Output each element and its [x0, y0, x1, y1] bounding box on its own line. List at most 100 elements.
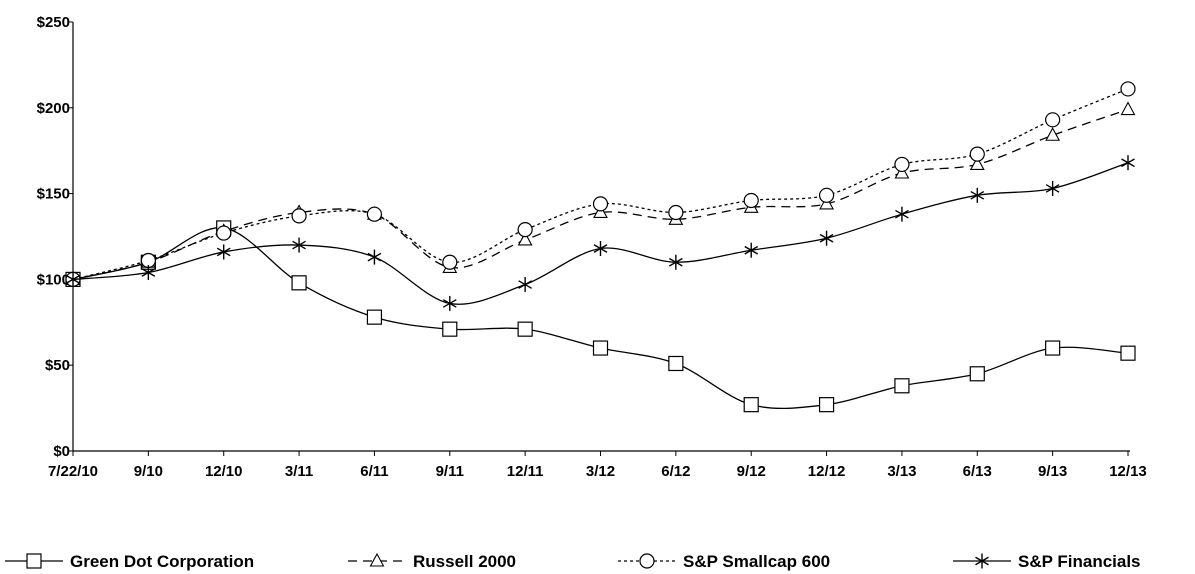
data-point-russell-2000 — [1045, 127, 1061, 141]
data-point-green-dot-corporation — [592, 340, 609, 356]
data-point-sandp-smallcap-600 — [442, 254, 458, 270]
data-point-sandp-financials — [518, 277, 532, 293]
x-tick-label: 9/13 — [1038, 463, 1067, 480]
y-tick-label: $250 — [37, 14, 70, 31]
data-point-green-dot-corporation — [1120, 345, 1136, 361]
data-point-green-dot-corporation — [291, 275, 307, 291]
data-point-sandp-financials — [970, 187, 985, 203]
data-point-sandp-financials — [141, 265, 156, 281]
legend-marker-sandp-financials — [975, 553, 989, 569]
data-point-russell-2000 — [517, 231, 533, 246]
data-point-sandp-financials — [1121, 155, 1135, 171]
y-tick-label: $0 — [53, 443, 70, 460]
data-point-sandp-smallcap-600 — [291, 208, 307, 224]
data-point-sandp-financials — [367, 249, 382, 265]
x-tick-label: 12/11 — [507, 463, 544, 480]
legend-label-sandp-smallcap-600: S&P Smallcap 600 — [683, 552, 830, 571]
asterisk-stroke — [518, 280, 532, 289]
data-point-sandp-financials — [292, 237, 306, 253]
asterisk-stroke — [1045, 184, 1060, 193]
data-point-green-dot-corporation — [517, 321, 533, 337]
data-point-sandp-financials — [895, 206, 909, 222]
series-group — [65, 81, 1136, 413]
data-point-green-dot-corporation — [668, 355, 684, 372]
x-tick-label: 6/11 — [360, 463, 388, 480]
x-tick-labels: 7/22/10 9/10 12/10 3/11 6/11 9/11 12/11 3/12 6/1… — [48, 463, 1147, 480]
x-tick-label: 6/12 — [661, 463, 690, 480]
data-point-sandp-smallcap-600 — [517, 222, 533, 238]
data-point-sandp-financials — [819, 230, 834, 246]
data-point-russell-2000 — [1120, 101, 1136, 116]
series-line-russell-2000 — [72, 108, 1129, 281]
legend-label-russell-2000: Russell 2000 — [413, 552, 516, 571]
y-tick-label: $150 — [37, 186, 70, 203]
data-point-sandp-financials — [216, 244, 231, 260]
asterisk-stroke — [141, 268, 156, 277]
x-tick-label: 12/12 — [808, 463, 846, 480]
asterisk-stroke — [1121, 158, 1135, 168]
asterisk-stroke — [669, 257, 683, 267]
data-point-sandp-financials — [66, 271, 80, 287]
x-tick-label: 12/10 — [205, 463, 243, 480]
data-point-sandp-financials — [593, 241, 608, 257]
x-tick-label: 3/11 — [285, 463, 313, 480]
data-point-sandp-smallcap-600 — [216, 225, 232, 241]
data-point-green-dot-corporation — [442, 321, 458, 337]
data-point-green-dot-corporation — [818, 397, 835, 413]
legend-label-green-dot-corporation: Green Dot Corporation — [70, 552, 254, 571]
y-tick-label: $200 — [37, 100, 70, 117]
x-tick-label: 7/22/10 — [48, 463, 98, 480]
data-point-green-dot-corporation — [969, 366, 985, 382]
x-tick-label: 12/13 — [1109, 463, 1147, 480]
data-point-sandp-smallcap-600 — [668, 204, 684, 221]
series-sandp-financials — [66, 155, 1135, 311]
data-point-russell-2000 — [969, 156, 985, 170]
legend: Green Dot Corporation Russell 2000 S&P Sma… — [5, 552, 1141, 571]
x-tick-label: 6/13 — [963, 463, 992, 480]
asterisk-stroke — [970, 190, 985, 200]
asterisk-stroke — [819, 233, 834, 243]
data-point-green-dot-corporation — [1045, 340, 1061, 356]
x-tick-label: 3/12 — [586, 463, 615, 480]
legend-marker-green-dot-corporation — [26, 553, 42, 569]
data-point-sandp-financials — [669, 254, 683, 270]
legend-label-sandp-financials: S&P Financials — [1018, 552, 1141, 571]
data-point-sandp-smallcap-600 — [592, 196, 609, 212]
asterisk-stroke — [66, 275, 80, 284]
asterisk-stroke — [216, 247, 231, 257]
data-point-sandp-smallcap-600 — [894, 156, 910, 173]
data-point-green-dot-corporation — [743, 397, 759, 413]
asterisk-stroke — [744, 245, 759, 255]
data-point-sandp-financials — [1045, 180, 1060, 196]
data-point-green-dot-corporation — [366, 309, 383, 325]
data-point-sandp-smallcap-600 — [1120, 81, 1136, 97]
asterisk-stroke — [895, 209, 909, 219]
data-point-sandp-smallcap-600 — [969, 146, 985, 162]
legend-marker-sandp-smallcap-600 — [639, 553, 655, 569]
asterisk-stroke — [367, 252, 382, 262]
asterisk-stroke — [292, 240, 306, 250]
data-point-sandp-smallcap-600 — [1045, 112, 1061, 128]
data-point-sandp-smallcap-600 — [743, 192, 759, 209]
legend-item-russell-2000: Russell 2000 — [348, 552, 516, 571]
x-tick-label: 9/10 — [134, 463, 163, 480]
y-tick-label: $50 — [45, 357, 70, 374]
legend-marker-russell-2000 — [369, 552, 385, 567]
x-tick-label: 9/12 — [737, 463, 766, 480]
asterisk-stroke — [975, 556, 989, 566]
x-tick-label: 3/13 — [887, 463, 916, 480]
legend-item-sandp-smallcap-600: S&P Smallcap 600 — [618, 552, 830, 571]
data-point-sandp-smallcap-600 — [818, 187, 835, 203]
data-point-green-dot-corporation — [894, 378, 910, 394]
axes — [68, 21, 1130, 456]
legend-item-sandp-financials: S&P Financials — [953, 552, 1141, 571]
asterisk-stroke — [442, 299, 457, 308]
data-point-sandp-smallcap-600 — [366, 206, 383, 222]
y-tick-label: $100 — [37, 271, 70, 288]
series-sandp-smallcap-600 — [65, 81, 1136, 287]
data-point-sandp-financials — [442, 295, 457, 311]
legend-item-green-dot-corporation: Green Dot Corporation — [5, 552, 254, 571]
asterisk-stroke — [593, 244, 608, 253]
x-tick-label: 9/11 — [436, 463, 464, 480]
